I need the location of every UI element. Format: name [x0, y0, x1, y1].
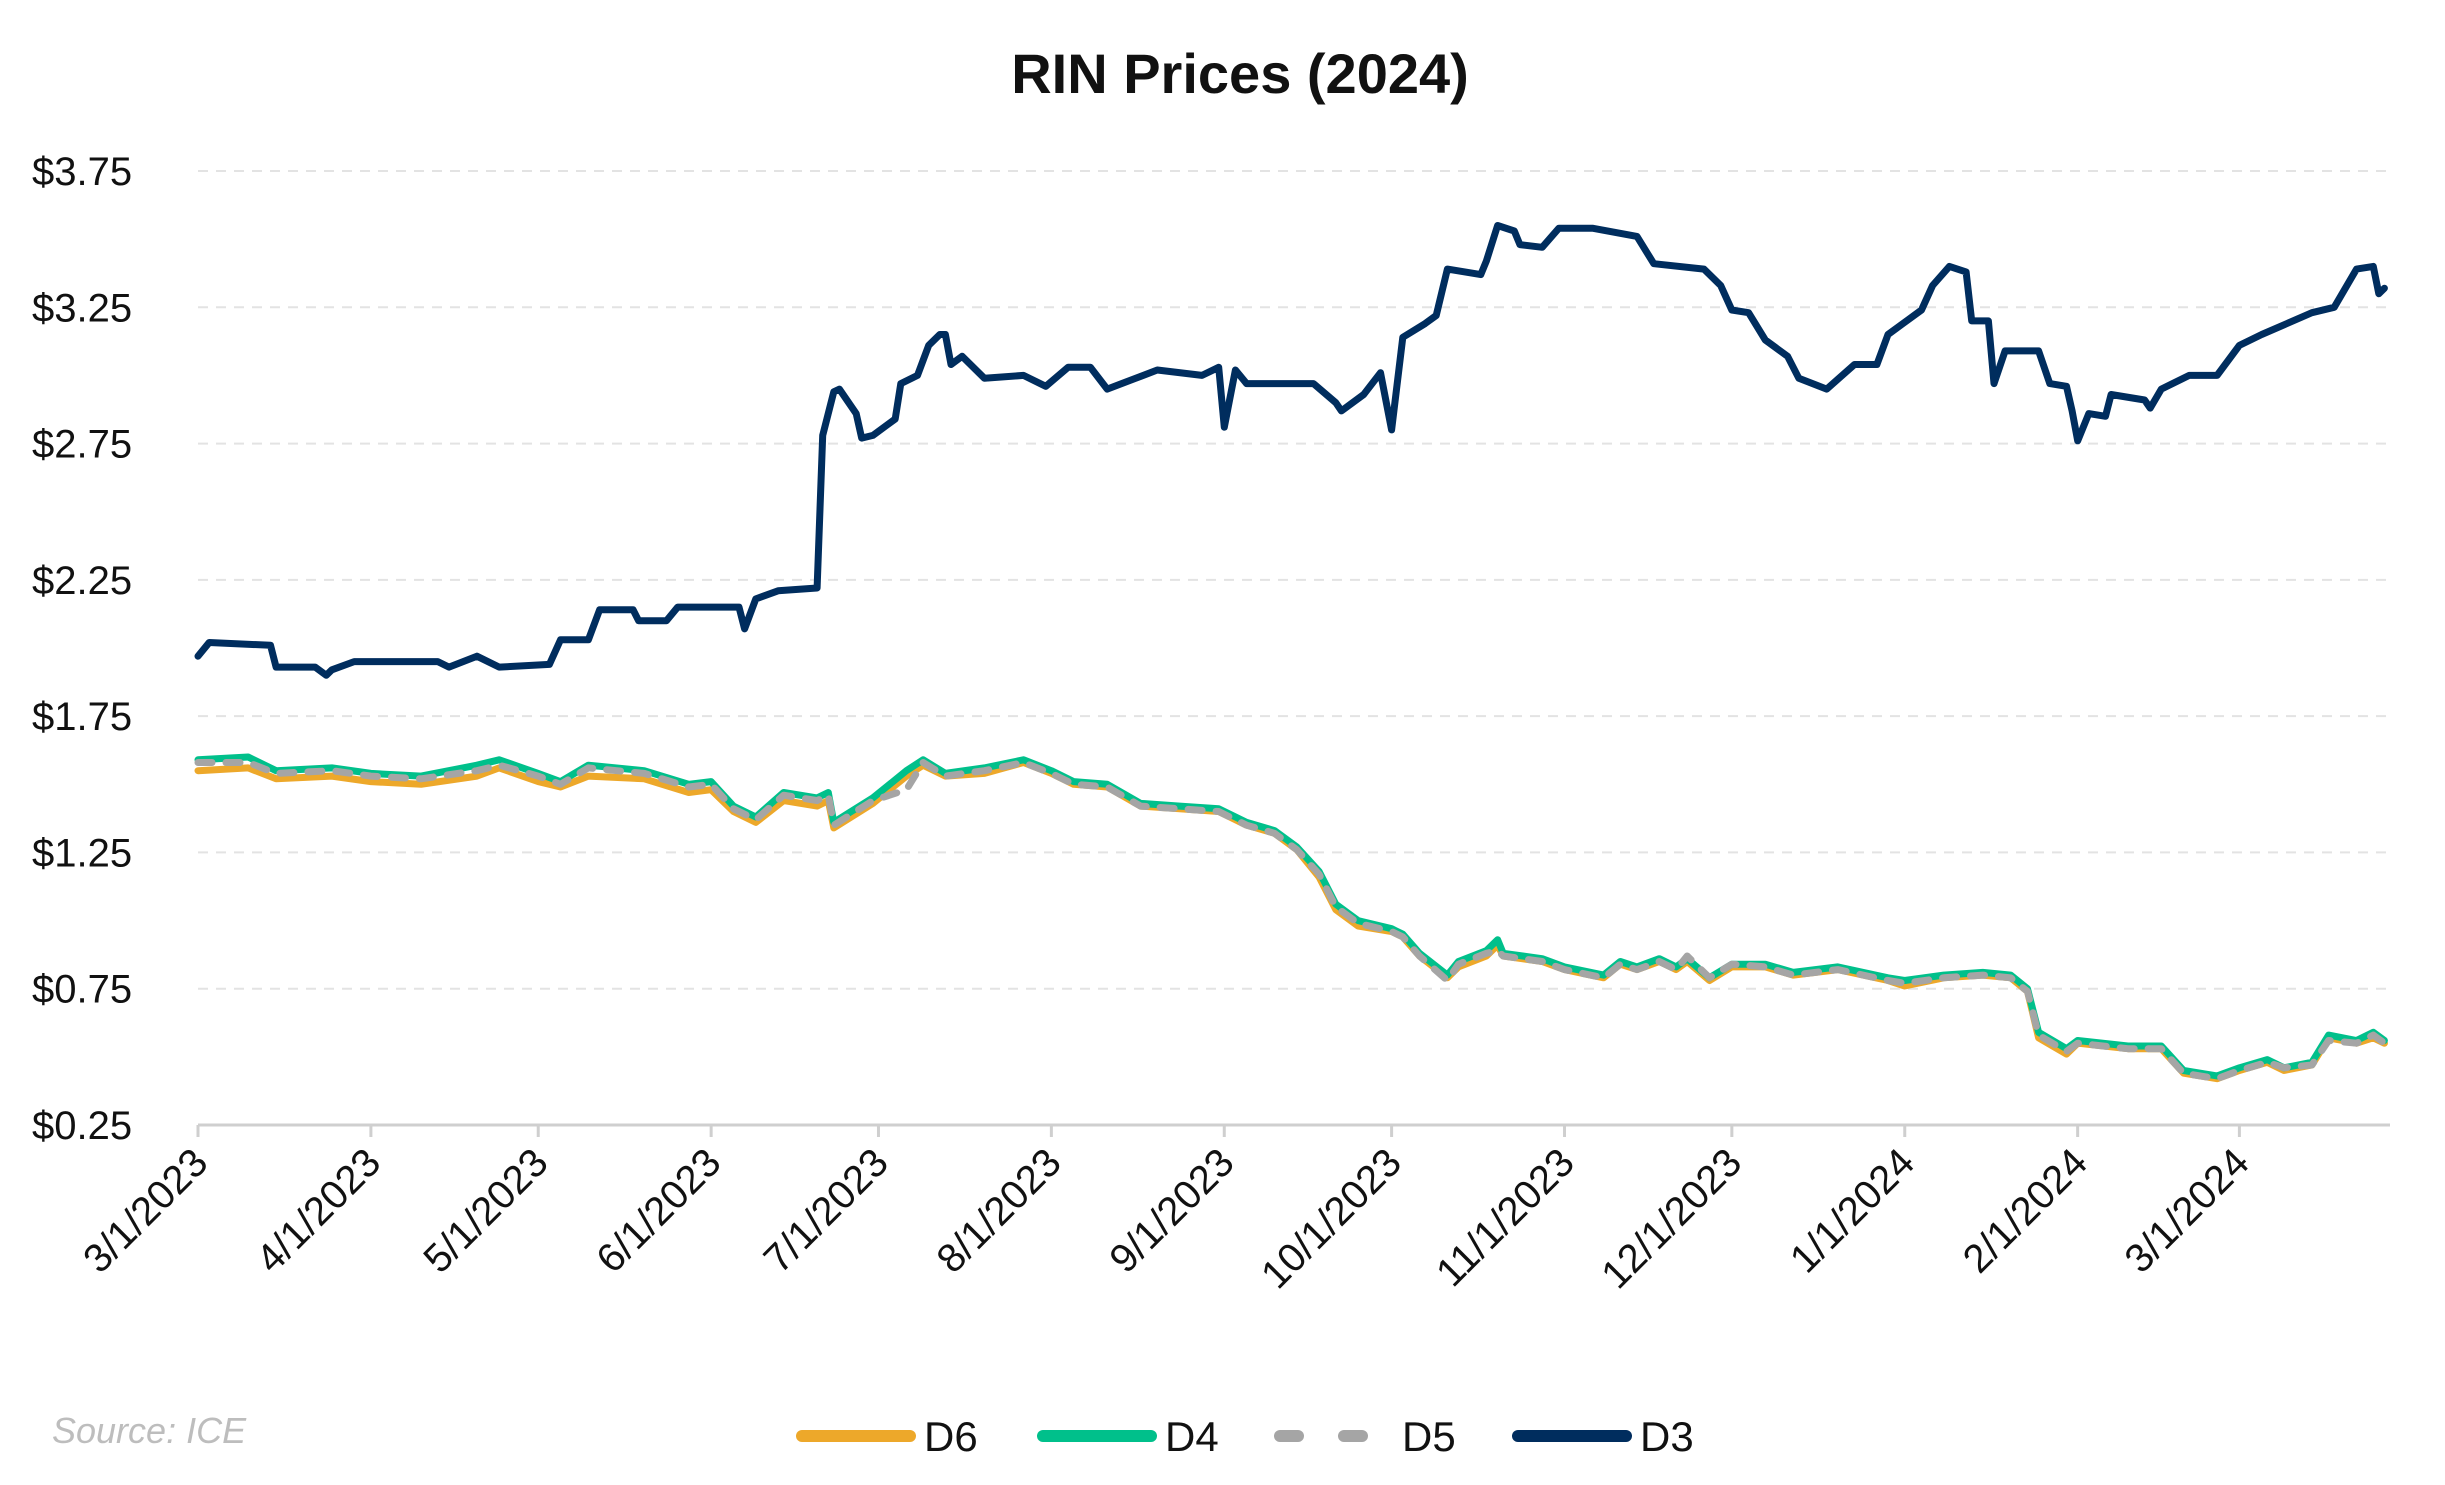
legend-label-d5: D5: [1402, 1413, 1456, 1460]
y-tick-label: $1.75: [32, 695, 132, 739]
x-tick-label: 9/1/2023: [1101, 1140, 1242, 1281]
x-axis: 3/1/2023 4/1/2023 5/1/2023 6/1/2023 7/1/2023…: [75, 1123, 2390, 1297]
legend-label-d3: D3: [1640, 1413, 1694, 1460]
series-lines: [194, 222, 2388, 1083]
x-tick-label: 10/1/2023: [1253, 1140, 1410, 1297]
x-tick-label: 3/1/2024: [2117, 1140, 2258, 1281]
y-tick-label: $0.75: [32, 968, 132, 1012]
x-tick-label: 8/1/2023: [929, 1140, 1070, 1281]
legend-label-d4: D4: [1165, 1413, 1219, 1460]
x-tick-label: 5/1/2023: [415, 1140, 556, 1281]
y-tick-label: $1.25: [32, 831, 132, 875]
x-tick-label: 7/1/2023: [756, 1140, 897, 1281]
x-tick-label: 11/1/2023: [1428, 1140, 1583, 1295]
source-note: Source: ICE: [52, 1410, 247, 1451]
x-tick-label: 12/1/2023: [1593, 1140, 1750, 1297]
series-line-d3: [194, 222, 2388, 679]
x-tick-label: 1/1/2024: [1782, 1140, 1923, 1281]
y-tick-label: $2.25: [32, 559, 132, 603]
chart-title: RIN Prices (2024): [1011, 42, 1469, 105]
series-line-d6: [194, 759, 2388, 1083]
series-line-d5: [194, 759, 2388, 1083]
y-tick-label: $2.75: [32, 423, 132, 467]
gridlines: [198, 170, 2390, 990]
y-tick-label: $3.75: [32, 150, 132, 194]
y-tick-label: $0.25: [32, 1104, 132, 1148]
x-tick-label: 3/1/2023: [75, 1140, 216, 1281]
y-tick-label: $3.25: [32, 286, 132, 330]
legend-label-d6: D6: [924, 1413, 978, 1460]
legend: D6 D4 D5 D3: [796, 1413, 1694, 1460]
series-line-d4: [194, 753, 2388, 1080]
x-tick-label: 4/1/2023: [248, 1140, 389, 1281]
y-axis-tick-labels: $0.25 $0.75 $1.25 $1.75 $2.25 $2.75 $3.25 $3.75: [32, 150, 132, 1148]
x-tick-label: 2/1/2024: [1955, 1140, 2096, 1281]
x-tick-label: 6/1/2023: [588, 1140, 729, 1281]
